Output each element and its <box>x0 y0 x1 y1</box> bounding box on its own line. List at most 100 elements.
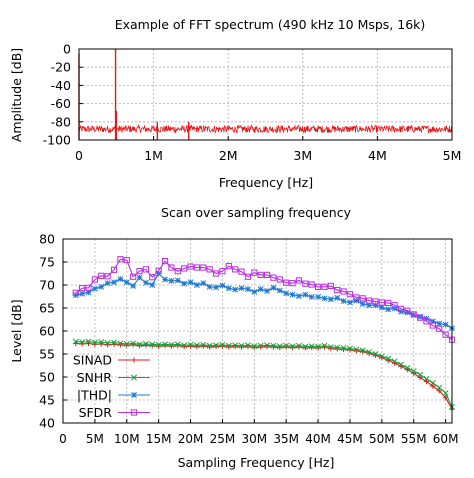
scan-point <box>423 375 430 382</box>
scan-point <box>423 318 430 325</box>
scan-series-line <box>75 272 453 329</box>
scan-point <box>283 279 290 286</box>
scan-x-tick-label: 55M <box>401 432 427 446</box>
scan-point <box>353 294 360 301</box>
fft-x-tick-label: 5M <box>443 148 462 163</box>
scan-point <box>104 340 111 346</box>
scan-x-tick-label: 5M <box>86 432 104 446</box>
scan-point <box>155 341 162 348</box>
scan-legend: SINAD SNHR |THD| SFDR <box>73 353 150 420</box>
scan-point <box>91 339 98 346</box>
scan-point <box>423 379 430 385</box>
scan-chart-title: Scan over sampling frequency <box>161 205 352 220</box>
fft-y-tick-label: 0 <box>63 42 71 57</box>
scan-point <box>366 349 373 356</box>
scan-point <box>321 295 328 302</box>
scan-x-tick-label: 0 <box>59 432 67 446</box>
scan-point <box>168 264 175 271</box>
scan-point <box>270 274 277 281</box>
scan-point <box>340 288 347 295</box>
scan-point <box>219 282 226 289</box>
scan-point <box>270 342 277 349</box>
scan-point <box>193 282 200 288</box>
scan-y-tick-label: 65 <box>39 301 55 316</box>
scan-y-tick-label: 55 <box>39 347 55 362</box>
scan-grid <box>62 238 452 424</box>
scan-point <box>295 342 302 349</box>
fft-y-tick-label: -40 <box>51 78 71 93</box>
scan-point <box>142 266 150 273</box>
scan-point <box>72 338 79 345</box>
scan-point <box>283 290 290 297</box>
scan-tick-labels: 0 5M 10M 15M 20M 25M 30M 35M 40M 45M 50M 55M 60M 40 45… <box>39 232 458 447</box>
scan-point <box>213 284 220 291</box>
scan-point <box>200 264 207 271</box>
fft-x-tick-label: 1M <box>144 148 163 163</box>
scan-point <box>359 295 366 302</box>
fft-plot-frame <box>78 48 453 141</box>
fft-x-axis-label: Frequency [Hz] <box>219 175 313 190</box>
scan-point <box>295 277 303 284</box>
scan-y-tick-label: 70 <box>39 278 55 293</box>
scan-x-tick-label: 20M <box>178 432 204 446</box>
scan-point <box>315 294 322 300</box>
fft-y-tick-label: -20 <box>51 60 71 75</box>
fft-y-tick-label: -100 <box>43 133 71 148</box>
scan-point <box>289 280 296 287</box>
fft-tick-labels: 0 1M 2M 3M 4M 5M 0 -20 -40 -60 -80 -100 <box>43 42 462 164</box>
scan-point <box>429 322 436 329</box>
scan-point <box>365 297 373 304</box>
scan-point <box>85 338 92 345</box>
scan-point <box>238 342 245 349</box>
fft-x-tick-label: 0 <box>75 148 83 163</box>
scan-point <box>193 264 201 271</box>
scan-point <box>346 291 354 298</box>
scan-point <box>72 289 79 296</box>
scan-point <box>251 288 258 295</box>
scan-point <box>295 293 302 299</box>
scan-point <box>353 346 360 353</box>
scan-point <box>149 341 156 348</box>
scan-point <box>206 283 213 290</box>
scan-point <box>111 339 117 346</box>
scan-point <box>257 286 264 293</box>
scan-point <box>385 306 392 313</box>
scan-point <box>200 280 207 287</box>
scan-series-3 <box>72 256 456 343</box>
scan-point <box>302 343 309 350</box>
scan-point <box>79 290 86 297</box>
fft-spectrum-trace <box>78 49 453 140</box>
scan-point <box>436 388 442 394</box>
scan-chart: Scan over sampling frequency Sampling Fr… <box>9 205 458 470</box>
scan-series-1 <box>72 338 455 410</box>
scan-point <box>334 294 341 301</box>
scan-point <box>429 380 436 386</box>
scan-point <box>168 277 175 284</box>
scan-point <box>225 263 232 270</box>
scan-point <box>238 285 245 292</box>
scan-x-tick-label: 45M <box>337 432 363 446</box>
scan-point <box>117 256 124 263</box>
scan-point <box>193 342 200 349</box>
scan-y-tick-label: 75 <box>39 255 55 270</box>
scan-point <box>302 280 309 287</box>
scan-point <box>219 268 226 275</box>
scan-point <box>181 342 188 349</box>
scan-point <box>404 307 411 314</box>
scan-point <box>232 286 239 293</box>
scan-legend-marker <box>130 409 138 416</box>
scan-point <box>442 331 449 338</box>
scan-point <box>391 305 398 312</box>
fft-x-tick-label: 4M <box>368 148 387 163</box>
scan-point <box>436 325 443 332</box>
scan-x-tick-label: 30M <box>241 432 267 446</box>
scan-point <box>263 271 271 278</box>
scan-x-axis-label: Sampling Frequency [Hz] <box>178 455 335 470</box>
scan-legend-label: SINAD <box>73 353 112 368</box>
scan-point <box>321 283 328 290</box>
scan-x-tick-label: 60M <box>433 432 459 446</box>
scan-point <box>123 257 130 264</box>
scan-x-tick-label: 50M <box>369 432 395 446</box>
scan-point <box>257 342 264 349</box>
scan-point <box>315 343 322 350</box>
